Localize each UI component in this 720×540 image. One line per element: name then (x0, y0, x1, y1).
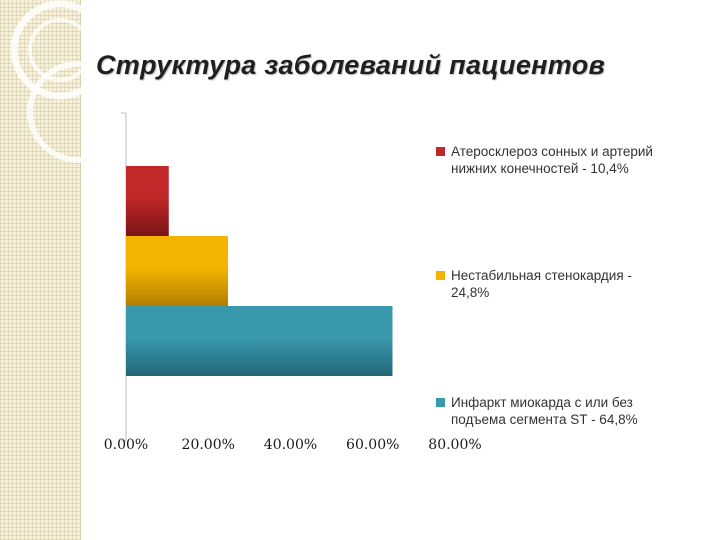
x-tick-label: 80.00% (428, 437, 481, 453)
legend-swatch (436, 147, 445, 156)
bar-2 (126, 236, 228, 306)
legend-item: Атеросклероз сонных и артерий нижних кон… (436, 143, 668, 177)
legend-item: Нестабильная стенокардия - 24,8% (436, 267, 668, 301)
x-tick-label: 60.00% (346, 437, 399, 453)
x-tick-label: 0.00% (104, 437, 148, 453)
legend-swatch (436, 271, 445, 280)
legend-label: Нестабильная стенокардия - 24,8% (451, 268, 632, 300)
legend-label: Атеросклероз сонных и артерий нижних кон… (451, 144, 653, 176)
legend-swatch (436, 398, 445, 407)
x-tick-label: 40.00% (264, 437, 317, 453)
x-tick-label: 20.00% (182, 437, 235, 453)
slide-title: Структура заболеваний пациентов (96, 50, 606, 80)
legend-item: Инфаркт миокарда с или без подъема сегме… (436, 394, 668, 428)
bar-3 (126, 306, 393, 376)
side-band-edge (80, 0, 81, 540)
legend-label: Инфаркт миокарда с или без подъема сегме… (451, 395, 638, 427)
decorative-circles (10, 0, 110, 163)
bar-1 (126, 166, 169, 236)
